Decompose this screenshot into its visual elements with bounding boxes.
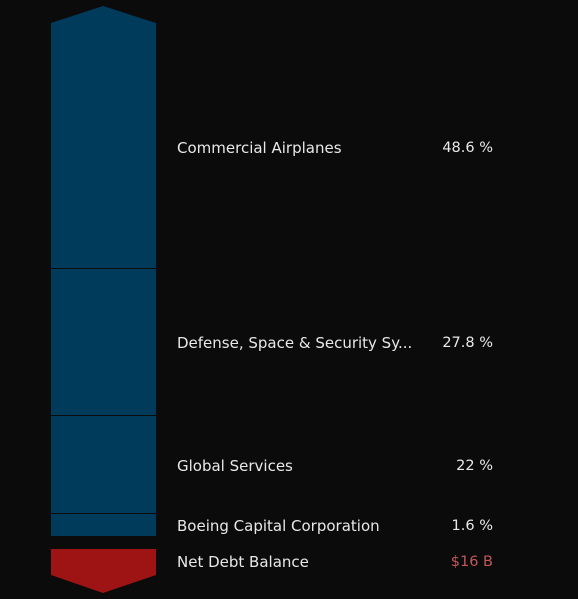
legend-row-boeing-capital[interactable]: Boeing Capital Corporation 1.6 %: [177, 516, 493, 536]
segment-percent: 27.8 %: [442, 335, 493, 351]
segment-defense-space-security[interactable]: [51, 269, 156, 415]
segment-commercial-airplanes[interactable]: [51, 23, 156, 268]
segment-percent: 48.6 %: [442, 140, 493, 156]
segment-label: Global Services: [177, 457, 293, 475]
legend-row-commercial-airplanes[interactable]: Commercial Airplanes 48.6 %: [177, 138, 493, 158]
segment-label: Commercial Airplanes: [177, 139, 342, 157]
segment-label: Defense, Space & Security Sy...: [177, 334, 413, 352]
legend-row-defense-space-security[interactable]: Defense, Space & Security Sy... 27.8 %: [177, 333, 493, 353]
segment-global-services[interactable]: [51, 416, 156, 513]
legend-row-global-services[interactable]: Global Services 22 %: [177, 456, 493, 476]
segment-boeing-capital[interactable]: [51, 514, 156, 536]
net-debt-label: Net Debt Balance: [177, 553, 309, 571]
legend-row-net-debt[interactable]: Net Debt Balance $16 B: [177, 552, 493, 572]
net-debt-value: $16 B: [450, 554, 493, 570]
segment-percent: 1.6 %: [451, 518, 493, 534]
net-debt-arrow[interactable]: [51, 549, 156, 593]
segment-percent: 22 %: [456, 458, 493, 474]
segment-label: Boeing Capital Corporation: [177, 517, 380, 535]
